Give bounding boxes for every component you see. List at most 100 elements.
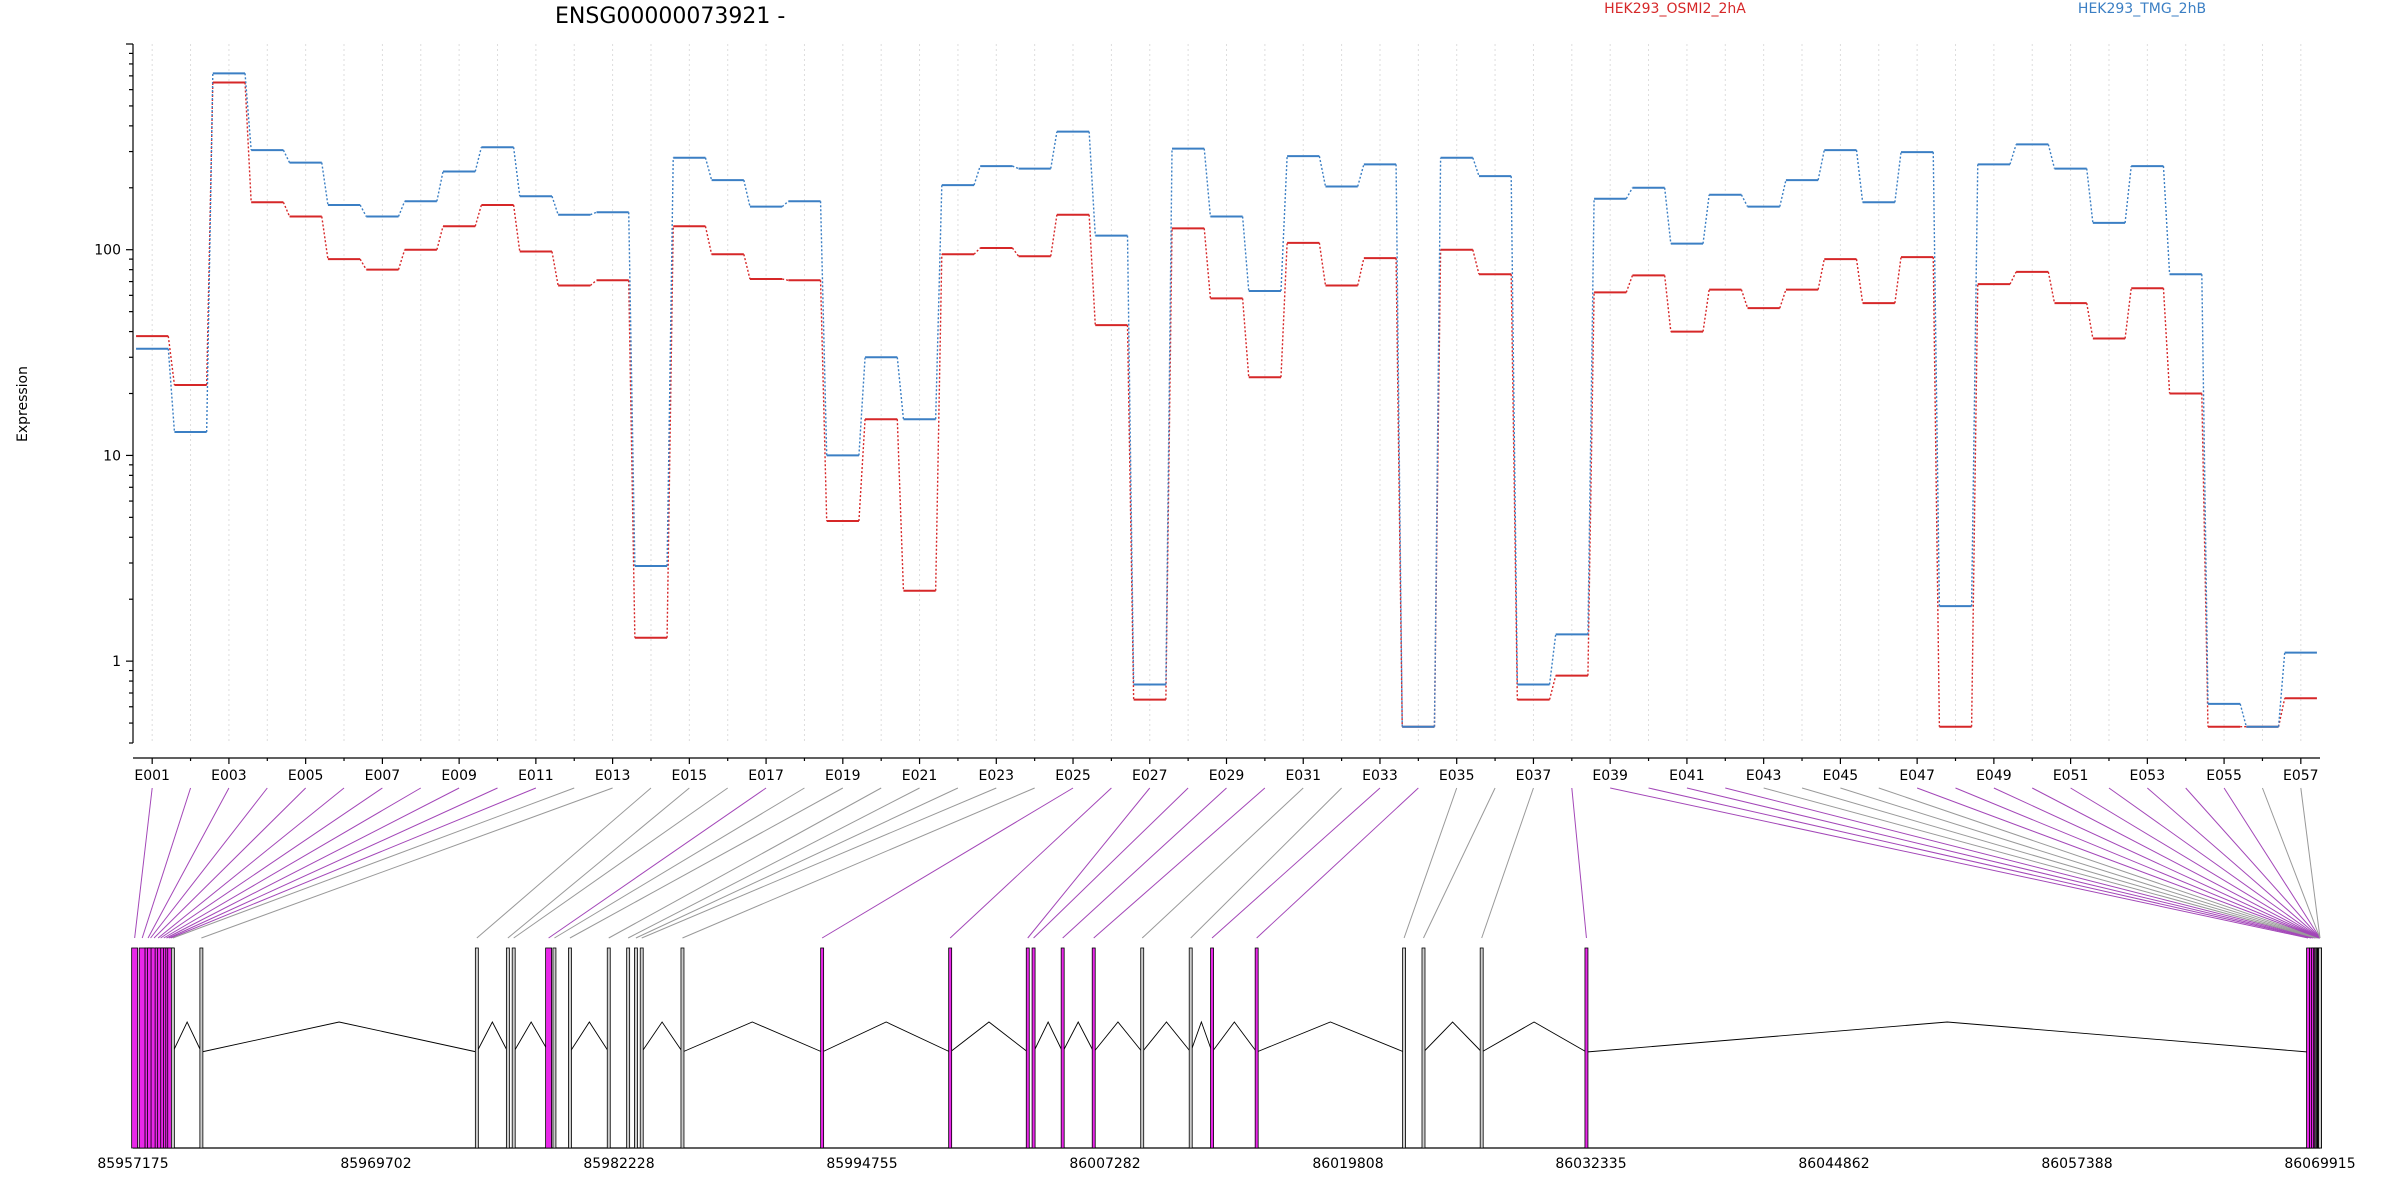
series-connector xyxy=(1318,242,1327,286)
series-connector xyxy=(512,204,521,252)
exon-map-line xyxy=(1955,787,2320,939)
series-connector xyxy=(167,336,176,386)
exon-map-line xyxy=(1423,787,1496,939)
exon-map-line xyxy=(1481,787,1534,939)
exon-block xyxy=(820,947,825,1149)
exon-map-line xyxy=(1648,787,2312,939)
exon-block xyxy=(1421,947,1426,1149)
exon-map-line xyxy=(476,787,652,939)
intron xyxy=(949,1021,1029,1053)
series-connector xyxy=(1433,249,1442,727)
x-tick-label: E043 xyxy=(1746,768,1782,784)
intron xyxy=(682,1021,823,1053)
exon-map-line xyxy=(1571,787,1587,939)
x-tick-label: E029 xyxy=(1209,768,1245,784)
series-connector xyxy=(819,280,828,522)
exon-block xyxy=(1140,947,1145,1149)
series-connector xyxy=(1970,164,1979,607)
genomic-coordinate-label: 85994755 xyxy=(826,1156,897,1172)
genomic-coordinate-label: 85957175 xyxy=(97,1156,168,1172)
series-connector xyxy=(666,157,674,567)
exon-map-line xyxy=(141,787,192,939)
intron xyxy=(1586,1021,2309,1053)
series-connector xyxy=(1203,148,1212,217)
series-connector xyxy=(1126,325,1135,700)
series-connector xyxy=(704,226,713,255)
exon-map-line xyxy=(1033,787,1189,939)
series-connector xyxy=(973,165,981,186)
series-connector xyxy=(1203,228,1212,299)
series-connector xyxy=(2162,288,2171,394)
series-connector xyxy=(397,201,406,217)
x-tick-label: E015 xyxy=(672,768,708,784)
x-tick-label: E003 xyxy=(211,768,247,784)
exon-map-line xyxy=(1093,787,1266,939)
x-tick-label: E005 xyxy=(288,768,324,784)
series-connector xyxy=(2277,652,2286,727)
exon-map-line xyxy=(569,787,844,939)
x-tick-label: E041 xyxy=(1669,768,1705,784)
genomic-coordinate-label: 86044862 xyxy=(1798,1156,1869,1172)
series-connector xyxy=(896,419,905,591)
series-connector xyxy=(1088,214,1096,326)
x-tick-label: E045 xyxy=(1823,768,1859,784)
series-connector xyxy=(781,200,789,208)
series-connector xyxy=(1587,198,1595,635)
x-tick-label: E051 xyxy=(2053,768,2089,784)
series-connector xyxy=(934,185,943,420)
series-connector xyxy=(589,279,597,287)
exon-map-line xyxy=(1256,787,1419,939)
series-connector xyxy=(743,254,751,280)
series-connector xyxy=(1165,148,1173,685)
intron xyxy=(201,1021,477,1053)
series-connector xyxy=(1280,242,1288,378)
intron xyxy=(1256,1021,1405,1053)
exon-map-line xyxy=(554,787,805,939)
x-tick-label: E035 xyxy=(1439,768,1475,784)
genomic-coordinate-label: 86057388 xyxy=(2041,1156,2112,1172)
series-connector xyxy=(1663,275,1672,332)
y-tick-label: 1 xyxy=(112,654,121,670)
series-connector xyxy=(359,204,367,217)
exon-map-line xyxy=(513,787,728,939)
series-connector xyxy=(704,157,713,181)
exon-block xyxy=(1254,947,1259,1149)
series-connector xyxy=(205,82,214,385)
genomic-coordinate-label: 86007282 xyxy=(1069,1156,1140,1172)
exon-map-line xyxy=(1916,787,2320,939)
x-tick-label: E021 xyxy=(902,768,938,784)
exon-map-line xyxy=(1141,787,1304,939)
series-connector xyxy=(1088,131,1096,236)
series-connector xyxy=(1855,259,1864,304)
series-connector xyxy=(628,280,636,638)
gene-model-layer xyxy=(131,947,2322,1149)
series-connector xyxy=(1126,235,1135,685)
exon-block xyxy=(639,947,644,1149)
exon-block xyxy=(170,947,175,1149)
series-connector xyxy=(2086,168,2094,223)
exon-map-line xyxy=(2300,787,2321,939)
legend-entry-osmi2: HEK293_OSMI2_2hA xyxy=(1604,1,1746,17)
x-tick-label: E001 xyxy=(134,768,170,784)
series-connector xyxy=(1779,179,1787,207)
intron xyxy=(1423,1021,1483,1053)
x-tick-label: E007 xyxy=(365,768,401,784)
x-tick-label: E019 xyxy=(825,768,861,784)
x-tick-label: E049 xyxy=(1976,768,2012,784)
exon-map-line xyxy=(507,787,690,939)
exon-map-line xyxy=(168,787,498,939)
exon-block xyxy=(1188,947,1193,1149)
exon-block xyxy=(138,947,146,1149)
intron xyxy=(476,1021,509,1053)
intron xyxy=(1033,1020,1064,1053)
exon-map-line xyxy=(1801,787,2318,939)
x-tick-label: E017 xyxy=(748,768,784,784)
series-connector xyxy=(551,251,559,286)
x-tick-label: E027 xyxy=(1132,768,1168,784)
axis-layer xyxy=(126,43,2320,1149)
exon-block xyxy=(626,947,631,1149)
intron xyxy=(641,1021,683,1053)
exon-block xyxy=(1060,947,1065,1149)
exon-map-line xyxy=(548,787,767,939)
